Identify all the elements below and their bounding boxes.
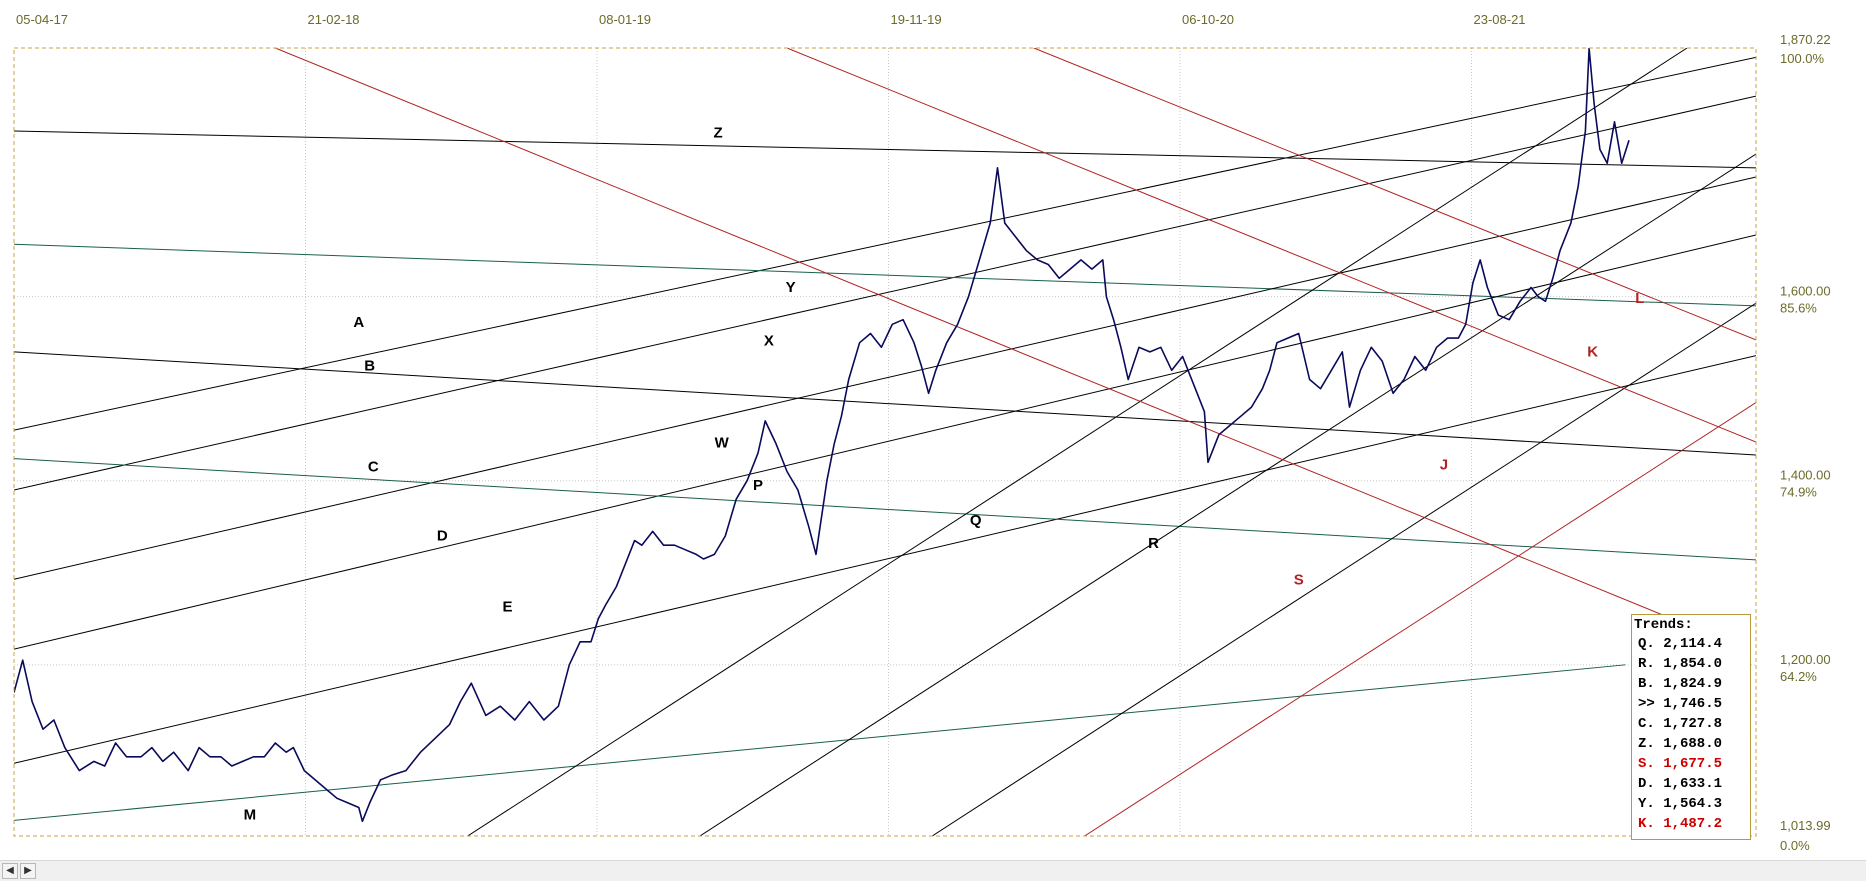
trendline-l	[1033, 48, 1756, 341]
y-max-pct: 100.0%	[1780, 51, 1825, 66]
trendline-a	[14, 130, 1756, 169]
line-label-b: B	[364, 357, 375, 374]
trend-row: B. 1,824.9	[1638, 676, 1723, 692]
arrow-left-icon[interactable]: ◀	[2, 863, 18, 879]
x-tick-label: 21-02-18	[308, 12, 360, 27]
trendline-q	[699, 153, 1756, 836]
x-tick-label: 19-11-19	[891, 12, 942, 27]
trendline-j	[275, 48, 1684, 624]
line-label-z: Z	[713, 124, 722, 141]
y-max-label: 1,870.22	[1780, 32, 1831, 47]
line-label-k: K	[1587, 344, 1598, 361]
trend-row: C. 1,727.8	[1638, 716, 1723, 732]
trendline-k	[786, 48, 1756, 443]
trendline-m	[14, 664, 1626, 821]
trendline-e	[14, 458, 1756, 561]
line-label-c: C	[368, 459, 379, 476]
trendline-x	[14, 234, 1756, 650]
y-tick-label: 1,200.00	[1780, 652, 1831, 667]
trendline-c	[14, 176, 1756, 580]
trend-row: S. 1,677.5	[1638, 756, 1723, 772]
line-label-r: R	[1148, 535, 1159, 552]
trendline-w	[14, 355, 1756, 764]
trends-legend: Trends: Q. 2,114.4 R. 1,854.0 B. 1,824.9…	[1631, 614, 1751, 840]
plot-frame	[13, 47, 1757, 837]
x-tick-label: 23-08-21	[1474, 12, 1526, 27]
trends-title: Trends:	[1634, 617, 1693, 633]
y-tick-pct: 64.2%	[1780, 669, 1817, 684]
trendline-r	[931, 302, 1756, 836]
trendline-y	[14, 95, 1756, 491]
y-tick-pct: 85.6%	[1780, 301, 1817, 316]
line-label-p: P	[753, 477, 763, 494]
line-label-e: E	[503, 598, 513, 615]
y-tick-label: 1,600.00	[1780, 284, 1831, 299]
trendline-s	[1084, 402, 1756, 836]
line-label-y: Y	[786, 279, 796, 296]
line-label-q: Q	[970, 512, 982, 529]
y-min-label: 1,013.99	[1780, 818, 1831, 833]
line-label-j: J	[1440, 457, 1448, 474]
arrow-right-icon[interactable]: ▶	[20, 863, 36, 879]
line-label-d: D	[437, 528, 448, 545]
y-min-pct: 0.0%	[1780, 838, 1810, 853]
trend-row: D. 1,633.1	[1638, 776, 1723, 792]
trendline-z	[14, 56, 1756, 431]
line-label-s: S	[1294, 572, 1304, 589]
price-series-line	[14, 48, 1630, 823]
x-tick-label: 08-01-19	[599, 12, 651, 27]
line-label-a: A	[353, 314, 364, 331]
trendline-p	[467, 48, 1688, 836]
horizontal-scrollbar[interactable]: ◀ ▶	[0, 860, 1866, 881]
line-label-x: X	[764, 332, 774, 349]
trend-row: Z. 1,688.0	[1638, 736, 1723, 752]
trend-row: K. 1,487.2	[1638, 816, 1723, 832]
line-label-w: W	[715, 435, 730, 452]
trend-row: Y. 1,564.3	[1638, 796, 1723, 812]
trendline-d	[14, 351, 1756, 456]
y-tick-label: 1,400.00	[1780, 468, 1831, 483]
trend-row: Q. 2,114.4	[1638, 636, 1723, 652]
x-tick-label: 05-04-17	[16, 12, 68, 27]
trend-row: >> 1,746.5	[1638, 696, 1723, 712]
x-tick-label: 06-10-20	[1182, 12, 1234, 27]
y-tick-pct: 74.9%	[1780, 485, 1817, 500]
trendline-b	[14, 243, 1756, 307]
line-label-m: M	[244, 806, 257, 823]
line-label-l: L	[1635, 290, 1644, 307]
trend-row: R. 1,854.0	[1638, 656, 1723, 672]
